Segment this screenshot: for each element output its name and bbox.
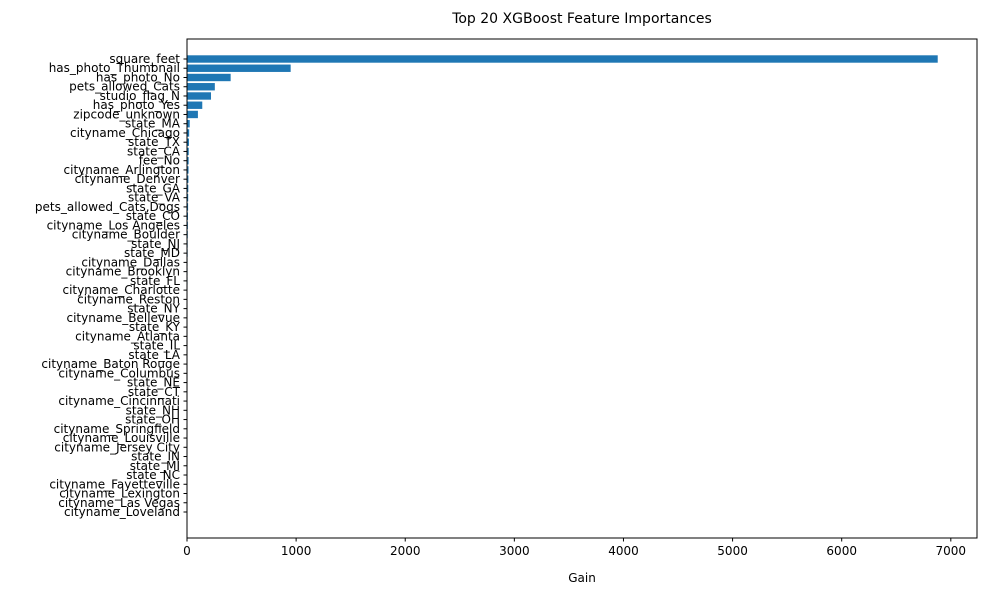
x-tick-label-7: 7000 bbox=[936, 544, 967, 558]
y-tick-label-15: state_VA bbox=[128, 191, 181, 205]
bar-12 bbox=[187, 166, 189, 174]
x-axis-label: Gain bbox=[568, 571, 596, 585]
x-tick-label-0: 0 bbox=[183, 544, 191, 558]
y-tick-label-18: cityname_Los Angeles bbox=[47, 218, 180, 232]
bar-0 bbox=[187, 55, 938, 63]
y-tick-label-20: state_NJ bbox=[131, 237, 180, 251]
bar-8 bbox=[187, 129, 190, 137]
y-tick-label-32: state_LA bbox=[128, 348, 180, 362]
y-tick-label-30: cityname_Atlanta bbox=[75, 329, 180, 343]
y-tick-label-9: state_TX bbox=[128, 135, 180, 149]
y-tick-label-42: cityname_Jersey City bbox=[54, 440, 180, 454]
y-tick-label-8: cityname_Chicago bbox=[70, 126, 180, 140]
bar-7 bbox=[187, 120, 190, 128]
y-tick-label-14: state_GA bbox=[126, 181, 181, 195]
y-tick-label-26: cityname_Reston bbox=[77, 292, 180, 306]
y-tick-label-21: state_MD bbox=[124, 246, 180, 260]
bars-group bbox=[187, 55, 938, 516]
y-tick-label-48: cityname_Las Vegas bbox=[58, 496, 180, 510]
y-tick-label-24: state_FL bbox=[130, 274, 180, 288]
y-tick-label-16: pets_allowed_Cats,Dogs bbox=[35, 200, 180, 214]
y-tick-label-43: state_IN bbox=[131, 450, 180, 464]
bar-3 bbox=[187, 83, 215, 91]
y-tick-label-34: cityname_Columbus bbox=[58, 366, 180, 380]
x-tick-label-2: 2000 bbox=[390, 544, 421, 558]
y-tick-label-44: state_MI bbox=[130, 459, 180, 473]
x-tick-label-1: 1000 bbox=[281, 544, 312, 558]
y-tick-label-45: state_NC bbox=[126, 468, 180, 482]
y-tick-label-1: has_photo_Thumbnail bbox=[49, 61, 180, 75]
bar-5 bbox=[187, 101, 203, 109]
x-tick-label-6: 6000 bbox=[826, 544, 857, 558]
bar-9 bbox=[187, 138, 189, 146]
y-tick-label-7: state_MA bbox=[125, 117, 181, 131]
y-tick-label-29: state_KY bbox=[129, 320, 181, 334]
y-tick-label-4: studio_flag_N bbox=[100, 89, 180, 103]
y-tick-label-38: state_NH bbox=[126, 403, 180, 417]
y-tick-label-11: fee_No bbox=[139, 154, 180, 168]
bar-1 bbox=[187, 64, 291, 72]
y-tick-label-13: cityname_Denver bbox=[75, 172, 180, 186]
chart-title: Top 20 XGBoost Feature Importances bbox=[451, 11, 712, 27]
y-tick-label-41: cityname_Louisville bbox=[63, 431, 180, 445]
y-tick-label-12: cityname_Arlington bbox=[64, 163, 180, 177]
y-tick-label-6: zipcode_unknown bbox=[73, 107, 180, 121]
y-tick-label-10: state_CA bbox=[127, 144, 181, 158]
x-tick-label-5: 5000 bbox=[717, 544, 748, 558]
y-tick-label-3: pets_allowed_Cats bbox=[69, 80, 180, 94]
y-tick-label-31: state_IL bbox=[133, 339, 180, 353]
y-tick-label-0: square_feet bbox=[109, 52, 180, 66]
bar-11 bbox=[187, 156, 189, 165]
y-tick-label-25: cityname_Charlotte bbox=[62, 283, 180, 297]
y-tick-label-47: cityname_Lexington bbox=[59, 487, 180, 501]
bar-14 bbox=[187, 184, 189, 193]
y-tick-label-35: state_NE bbox=[127, 376, 180, 390]
y-tick-label-46: cityname_Fayetteville bbox=[49, 477, 180, 491]
y-tick-label-28: cityname_Bellevue bbox=[66, 311, 180, 325]
y-tick-label-36: state_CT bbox=[128, 385, 181, 399]
bar-13 bbox=[187, 175, 189, 183]
y-tick-label-39: state_OH bbox=[125, 413, 180, 427]
bar-4 bbox=[187, 92, 212, 100]
x-tick-label-4: 4000 bbox=[608, 544, 639, 558]
bar-10 bbox=[187, 147, 189, 156]
bar-2 bbox=[187, 73, 231, 82]
y-tick-labels: square_feethas_photo_Thumbnailhas_photo_… bbox=[35, 52, 187, 519]
y-tick-label-37: cityname_Cincinnati bbox=[58, 394, 180, 408]
x-tick-label-3: 3000 bbox=[499, 544, 530, 558]
y-tick-label-27: state_NY bbox=[127, 302, 180, 316]
bar-6 bbox=[187, 110, 198, 119]
y-tick-label-5: has_photo_Yes bbox=[93, 98, 180, 112]
bar-15 bbox=[187, 193, 189, 202]
plot-frame bbox=[186, 38, 978, 539]
y-tick-label-23: cityname_Brooklyn bbox=[66, 265, 180, 279]
y-tick-label-19: cityname_Boulder bbox=[72, 228, 180, 242]
y-tick-label-49: cityname_Loveland bbox=[64, 505, 180, 519]
x-ticks: 0 1000 2000 3000 4000 5000 6000 7000 bbox=[183, 538, 966, 558]
y-tick-label-17: state_CO bbox=[126, 209, 180, 223]
bar-16 bbox=[187, 203, 189, 211]
y-tick-label-33: cityname_Baton Rouge bbox=[41, 357, 180, 371]
y-tick-label-2: has_photo_No bbox=[96, 70, 180, 84]
y-tick-label-22: cityname_Dallas bbox=[81, 255, 180, 269]
y-tick-label-40: cityname_Springfield bbox=[54, 422, 180, 436]
